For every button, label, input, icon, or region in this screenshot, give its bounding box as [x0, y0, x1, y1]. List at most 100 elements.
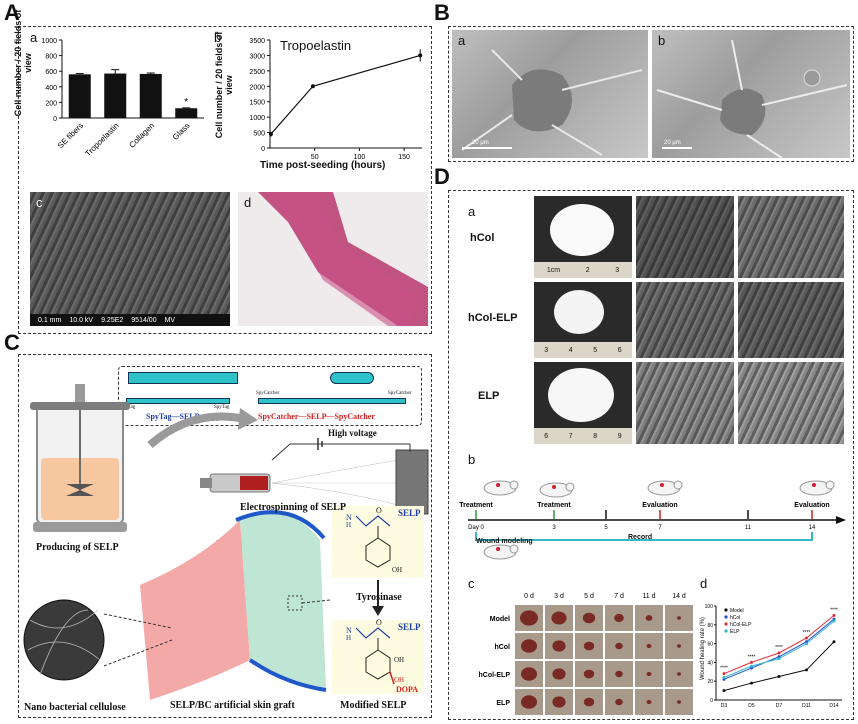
significance-mark: ****	[720, 666, 728, 672]
timeline-event: Evaluation	[642, 502, 677, 509]
scalebar-text: 0.1 mm	[38, 316, 62, 324]
y-tick-label: 0	[53, 116, 57, 123]
chem-n-bottom: N	[346, 626, 352, 635]
wound-spot	[677, 672, 681, 676]
mouse-wound	[812, 483, 816, 487]
mouse-wound	[496, 483, 500, 487]
ruler-tick: 5	[593, 346, 598, 354]
spytag-construct-label: SpyTag—SELP—SpyTag	[146, 412, 234, 421]
sample-disc	[550, 204, 614, 256]
spycatcher-selp-chain	[258, 398, 406, 404]
sub-label-a-c: c	[36, 195, 43, 210]
line-xlabel: Time post-seeding (hours)	[260, 160, 386, 171]
wound-row-label: hCol-ELP	[479, 672, 511, 679]
wound-row-label: ELP	[496, 700, 510, 707]
timeline-event: Evaluation	[794, 502, 829, 509]
bar	[104, 73, 127, 118]
wound-col-label: 0 d	[524, 593, 534, 600]
significance-mark: ****	[748, 654, 756, 660]
line-title: Tropoelastin	[280, 38, 352, 53]
y-tick-label: 800	[45, 54, 57, 61]
y-tick-label: 500	[253, 131, 265, 138]
sem-hcol-low	[636, 196, 734, 278]
mouse-wound	[552, 485, 556, 489]
sample-disc	[554, 290, 604, 334]
mouse-head	[509, 544, 519, 554]
producing-label: Producing of SELP	[36, 542, 119, 553]
ruler-tick: 3	[615, 266, 620, 274]
spycatcher-left-label: SpyCatcher	[256, 391, 280, 396]
panel-letter-b: B	[434, 0, 450, 25]
data-point	[832, 640, 836, 644]
sub-label-d-a: a	[468, 204, 476, 219]
selp-bottom-label: SELP	[398, 622, 421, 632]
wound-spot	[552, 640, 566, 652]
significance-mark: ****	[803, 630, 811, 636]
y-tick-label: 3000	[249, 53, 265, 60]
panel-letter-d: D	[434, 164, 450, 189]
data-point	[832, 619, 836, 623]
panel-a-frame	[18, 26, 432, 334]
y-tick-label: 400	[45, 85, 57, 92]
legend-marker	[724, 629, 728, 633]
wound-spot	[646, 699, 652, 705]
legend-entry: ELP	[730, 629, 740, 635]
y-tick-label: 0	[261, 146, 265, 153]
timeline-event: Treatment	[459, 502, 493, 509]
x-tick-label: D5	[748, 703, 755, 709]
mouse-head	[509, 480, 519, 490]
timeline-day: 11	[745, 525, 752, 531]
scale-bar-b-b	[662, 147, 692, 149]
y-tick-label: 200	[45, 100, 57, 107]
wound-row-label: hCol	[494, 644, 510, 651]
panel-b-frame	[448, 26, 854, 162]
timeline-event: Treatment	[537, 502, 571, 509]
sem-elp-low	[636, 362, 734, 444]
data-point	[777, 657, 781, 661]
data-point	[722, 672, 726, 676]
mouse-head	[565, 482, 575, 492]
wound-spot	[677, 700, 681, 704]
sub-label-a-a: a	[30, 30, 38, 45]
chem-n-top: N	[346, 513, 352, 522]
y-tick-label: 20	[707, 679, 713, 685]
panel-c-frame	[18, 354, 432, 718]
wound-spot	[677, 644, 681, 648]
ruler-tick: 3	[544, 346, 549, 354]
timeline-day: Day 0	[468, 525, 484, 531]
ruler-tick: 7	[568, 432, 573, 440]
sem-scalebar-a-c: 0.1 mm 10.0 kV 9.25E2 9514/00 MV	[30, 314, 230, 326]
legend-entry: hCol	[730, 615, 740, 621]
sub-label-a-d: d	[244, 195, 252, 210]
wound-spot	[583, 641, 595, 651]
significance-mark: *	[184, 97, 188, 108]
wound-spot	[521, 639, 537, 653]
legend-entry: hCol-ELP	[730, 622, 752, 628]
data-point	[832, 613, 836, 617]
sem-hcolelp-high	[738, 282, 844, 358]
scalebar-text: MV	[164, 316, 176, 324]
bar	[175, 108, 198, 118]
wound-spot	[583, 669, 595, 679]
legend-marker	[724, 608, 728, 612]
x-tick-label: 100	[354, 154, 366, 161]
spycatcher-protein	[330, 372, 374, 384]
chem-oh-bottom-2: OH	[394, 676, 405, 684]
ruler: 3 4 5 6	[534, 342, 632, 358]
ruler-tick: 1cm	[546, 266, 561, 274]
y-tick-label: 2000	[249, 84, 265, 91]
ruler-tick: 8	[593, 432, 598, 440]
chem-oh-bottom-1: OH	[394, 656, 405, 664]
sem-hcolelp-low	[636, 282, 734, 358]
scalebar-text: 9.25E2	[101, 316, 124, 324]
mouse-wound	[660, 483, 664, 487]
wound-spot	[645, 615, 653, 621]
scalebar-text: 10.0 kV	[69, 316, 94, 324]
selp-top-label: SELP	[398, 508, 421, 518]
spytag-protein-helix	[128, 372, 238, 384]
panel-letter-c: C	[4, 330, 20, 355]
y-tick-label: 80	[707, 623, 713, 629]
sub-label-a-b: b	[214, 30, 222, 45]
